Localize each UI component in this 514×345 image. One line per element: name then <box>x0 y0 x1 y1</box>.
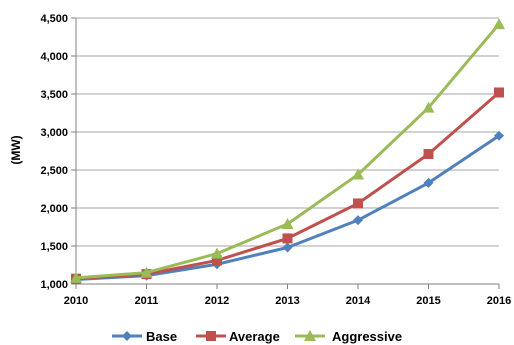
data-point-average <box>494 87 504 98</box>
legend: Base Average Aggressive <box>112 329 402 344</box>
y-axis-label: (MW) <box>9 135 23 164</box>
data-point-average <box>212 255 222 266</box>
data-point-aggressive <box>140 266 153 278</box>
x-tick-label: 2014 <box>346 295 371 307</box>
y-tick-label: 2,000 <box>40 203 68 215</box>
data-point-base <box>423 177 434 188</box>
data-point-base <box>282 242 293 253</box>
tick-labels: 1,000 1,500 2,000 2,500 3,000 3,500 4,000 4,500… <box>40 13 511 307</box>
data-point-average <box>353 198 363 209</box>
x-tick-label: 2013 <box>275 295 299 307</box>
y-tick-label: 1,500 <box>40 241 68 253</box>
y-tick-label: 1,000 <box>40 279 68 291</box>
data-point-average <box>423 149 434 160</box>
legend-marker-aggressive <box>304 330 316 341</box>
x-tick-label: 2010 <box>64 295 88 307</box>
data-point-aggressive <box>493 18 505 30</box>
y-tick-label: 3,000 <box>40 127 68 139</box>
data-point-aggressive <box>281 217 294 229</box>
data-point-aggressive <box>422 101 435 113</box>
x-tick-label: 2015 <box>416 295 440 307</box>
data-point-average <box>282 233 293 244</box>
data-point-aggressive <box>352 168 364 180</box>
data-point-aggressive <box>211 247 223 259</box>
x-tick-label: 2016 <box>487 295 511 307</box>
x-tick-label: 2012 <box>205 295 229 307</box>
data-point-base <box>353 215 363 226</box>
grid-lines <box>76 17 499 247</box>
legend-marker-average <box>206 331 216 341</box>
legend-label-average: Average <box>229 329 280 344</box>
y-tick-label: 3,500 <box>40 89 68 101</box>
axes <box>71 17 500 289</box>
data-point-aggressive <box>70 271 82 283</box>
y-tick-label: 2,500 <box>40 165 68 177</box>
y-tick-label: 4,500 <box>40 13 68 25</box>
y-tick-label: 4,000 <box>40 51 68 63</box>
legend-label-aggressive: Aggressive <box>332 329 402 344</box>
legend-label-base: Base <box>146 329 177 344</box>
x-tick-label: 2011 <box>135 295 159 307</box>
legend-marker-base <box>122 331 132 341</box>
data-point-base <box>494 130 504 141</box>
series-group <box>70 18 505 285</box>
